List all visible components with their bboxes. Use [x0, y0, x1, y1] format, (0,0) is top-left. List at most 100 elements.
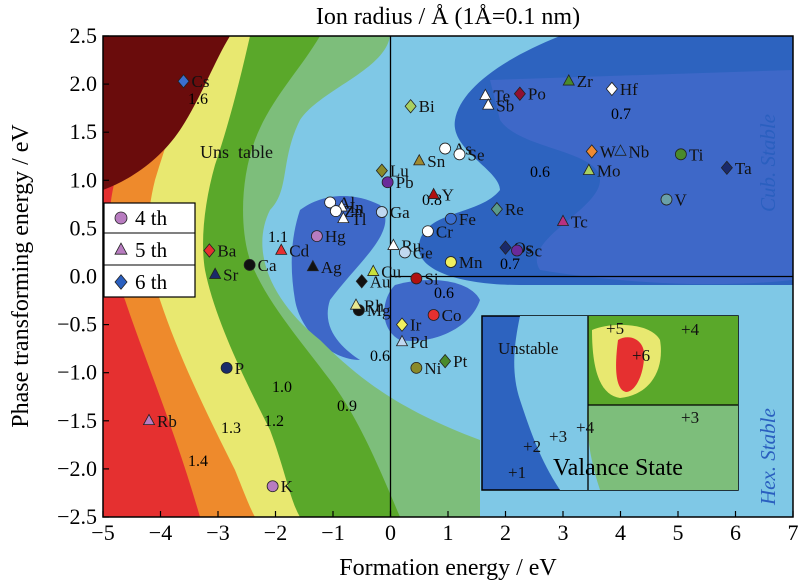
data-point — [381, 176, 394, 189]
y-tick-label: −2.0 — [57, 456, 97, 481]
legend-label: 5 th — [135, 238, 168, 262]
point-label: Ag — [321, 258, 342, 277]
point-label: Ta — [735, 159, 752, 178]
annotation-hex-stable: Hex. Stable — [756, 408, 780, 506]
point-label: Ti — [689, 145, 704, 164]
legend-marker — [114, 274, 128, 290]
data-point — [720, 160, 733, 176]
x-tick-label: −3 — [206, 520, 229, 545]
data-point — [395, 317, 409, 332]
inset-label-unstable: Unstable — [498, 339, 558, 358]
data-point — [479, 88, 492, 100]
point-label: Nb — [629, 142, 650, 161]
data-point — [674, 148, 687, 161]
point-label: Zr — [577, 72, 593, 91]
data-point — [660, 193, 673, 206]
y-tick-label: 2.5 — [70, 23, 98, 48]
point-label: Ge — [413, 243, 433, 262]
point-label: Ni — [424, 359, 441, 378]
data-point — [511, 244, 523, 257]
legend: 4 th 5 th 6 th — [103, 202, 196, 298]
legend-label: 4 th — [135, 206, 168, 230]
data-point — [614, 144, 627, 156]
x-tick-label: −5 — [91, 520, 114, 545]
x-tick-label: 2 — [500, 520, 511, 545]
contour-labels: 1.6 1.4 1.3 1.2 1.0 0.9 0.7 0.6 0.6 0.6 … — [188, 91, 631, 470]
y-tick-label: 0.0 — [70, 264, 98, 289]
inset-label-plus2: +2 — [523, 437, 541, 456]
y-tick-label: −0.5 — [57, 312, 97, 337]
data-point — [398, 246, 411, 259]
point-label: Cd — [289, 242, 309, 261]
data-point — [453, 148, 466, 161]
contour-label: 1.2 — [264, 413, 284, 430]
data-point — [499, 240, 512, 255]
contour-label: 0.6 — [370, 348, 390, 365]
y-tick-label: 0.5 — [70, 215, 98, 240]
point-label: K — [281, 477, 294, 496]
point-label: Tc — [571, 213, 588, 232]
data-point — [337, 211, 350, 224]
point-label: Mn — [459, 253, 483, 272]
point-label: Mo — [597, 162, 621, 181]
point-label: Mg — [367, 301, 391, 320]
data-point — [605, 81, 618, 97]
point-label: W — [600, 142, 617, 161]
data-points: CsBaSrCaPRbKCdAgHgAlInZnTlAuCuMgRhLuPbBi… — [142, 72, 752, 496]
x-tick-label: 0 — [385, 520, 396, 545]
annotation-unstable: Uns table — [200, 142, 273, 162]
point-label: Tl — [351, 210, 366, 229]
y-axis-label: Phase transforming energy / eV — [8, 124, 34, 428]
data-point — [324, 196, 337, 209]
contour-label: 0.7 — [611, 106, 631, 123]
data-point — [142, 413, 156, 426]
inset-label-plus3-right: +3 — [681, 408, 699, 427]
point-label: Cs — [192, 72, 210, 91]
inset-panel — [481, 315, 739, 491]
data-point — [208, 267, 222, 279]
inset-labels: Unstable +1 +2 +3 +4 +5 +6 +4 +3 Valance… — [498, 319, 700, 482]
point-label: Ga — [390, 203, 410, 222]
x-tick-label: 5 — [673, 520, 684, 545]
point-label: Hf — [620, 80, 638, 99]
y-tick-label: −2.5 — [57, 504, 97, 529]
point-label: Te — [493, 87, 510, 106]
inset-label-plus4: +4 — [576, 418, 595, 437]
point-label: Re — [505, 200, 524, 219]
point-label: Cu — [381, 263, 401, 282]
point-label: Rh — [364, 296, 384, 315]
data-point — [513, 86, 526, 101]
data-point — [243, 259, 256, 271]
y-tick-label: 2.0 — [70, 71, 98, 96]
x-tick-label: 4 — [615, 520, 626, 545]
point-label: Sr — [223, 266, 238, 285]
data-point — [349, 298, 363, 310]
point-label: Po — [528, 85, 546, 104]
point-label: Se — [468, 145, 485, 164]
data-point — [421, 225, 434, 238]
contour-label: 0.7 — [500, 256, 520, 273]
contour-label: 1.1 — [268, 229, 288, 246]
point-label: Lu — [390, 162, 409, 181]
data-point — [444, 256, 457, 268]
data-point — [490, 201, 503, 217]
point-label: Pb — [396, 173, 414, 192]
data-point — [177, 73, 190, 89]
data-point — [275, 243, 288, 255]
point-label: Rb — [157, 412, 177, 431]
x-tick-label: 3 — [558, 520, 569, 545]
data-point — [439, 142, 452, 155]
data-point — [413, 153, 426, 166]
chart-title: Ion radius / Å (1Å=0.1 nm) — [316, 4, 580, 30]
point-label: Sn — [427, 152, 445, 171]
point-label: Hg — [325, 227, 346, 246]
point-label: Au — [370, 272, 391, 291]
x-tick-label: 1 — [443, 520, 454, 545]
x-tick-label: −1 — [321, 520, 344, 545]
x-tick-label: −4 — [149, 520, 172, 545]
point-label: Bi — [419, 97, 435, 116]
y-tick-label: 1.0 — [70, 167, 98, 192]
data-point — [585, 144, 598, 159]
x-tick-label: 6 — [730, 520, 741, 545]
